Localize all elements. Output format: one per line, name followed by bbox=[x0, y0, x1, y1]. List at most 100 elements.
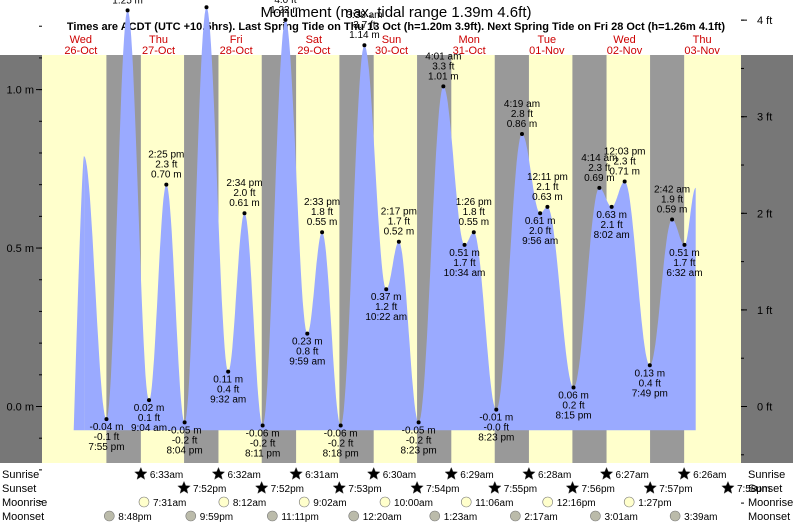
moonrise-icon bbox=[623, 496, 635, 508]
tide-point bbox=[622, 179, 627, 184]
tide-ft-label: 3.3 ft bbox=[432, 61, 454, 72]
tide-point bbox=[164, 182, 169, 187]
day-date-label: 28-Oct bbox=[220, 45, 253, 57]
moonset-icon bbox=[669, 510, 681, 522]
tide-m-label: 0.55 m bbox=[459, 217, 490, 228]
day-date-label: 03-Nov bbox=[684, 45, 720, 57]
moonrise-time: 11:06am bbox=[475, 498, 513, 509]
sunset-icon bbox=[565, 480, 580, 494]
tide-point bbox=[396, 239, 401, 244]
tide-point bbox=[104, 417, 109, 422]
tide-point bbox=[226, 369, 231, 374]
tide-m-label: -0.05 m bbox=[402, 425, 436, 436]
sunrise-icon bbox=[677, 466, 691, 480]
tide-ft-label: 0.4 ft bbox=[217, 385, 239, 396]
tide-point bbox=[283, 17, 288, 22]
day-date-label: 30-Oct bbox=[375, 45, 408, 57]
moonset-icon bbox=[348, 510, 360, 522]
tide-ft-label: 3.7 ft bbox=[353, 20, 375, 31]
sunrise-time: 6:27am bbox=[616, 470, 649, 481]
day-weekday-label: Wed bbox=[70, 34, 92, 46]
right-tick-label: 3 ft bbox=[757, 112, 772, 124]
left-margin-band bbox=[0, 55, 42, 463]
left-tick-label: 0.0 m bbox=[6, 402, 34, 414]
sunset-time: 7:56pm bbox=[581, 484, 614, 495]
sunrise-icon bbox=[289, 466, 303, 480]
tide-point bbox=[494, 407, 499, 412]
moonrise-icon bbox=[379, 496, 391, 508]
tide-point bbox=[362, 43, 367, 48]
tide-m-label: 0.63 m bbox=[596, 210, 627, 221]
tide-point bbox=[462, 242, 467, 247]
astro-row-label-right: Sunrise bbox=[748, 469, 785, 481]
tide-ft-label: -0.2 ft bbox=[172, 435, 198, 446]
tide-point bbox=[305, 331, 310, 336]
tide-point bbox=[260, 423, 265, 428]
tide-time-label: 9:04 am bbox=[131, 423, 167, 434]
moonrise-time: 8:12am bbox=[233, 498, 266, 509]
moonset-icon bbox=[429, 510, 441, 522]
tide-m-label: 0.51 m bbox=[669, 248, 700, 259]
sunset-time: 7:58pm bbox=[737, 484, 770, 495]
chart-subtitle: Times are ACDT (UTC +10.5hrs). Last Spri… bbox=[67, 21, 726, 33]
right-tick-label: 1 ft bbox=[757, 305, 772, 317]
moonrise-icon bbox=[460, 496, 472, 508]
sunset-icon bbox=[332, 480, 347, 494]
tide-m-label: 0.06 m bbox=[558, 390, 589, 401]
tide-point bbox=[538, 211, 543, 216]
tide-time-label: 2:42 am bbox=[654, 185, 690, 196]
tide-time-label: 8:02 am bbox=[594, 230, 630, 241]
moonset-icon bbox=[104, 510, 115, 522]
tide-ft-label: 0.8 ft bbox=[296, 347, 318, 358]
moonset-icon bbox=[267, 510, 278, 522]
tide-m-label: 0.61 m bbox=[229, 198, 260, 209]
astro-row-label-right: Moonrise bbox=[748, 497, 793, 509]
tide-time-label: 9:32 am bbox=[210, 395, 246, 406]
tide-time-label: 3:38 am bbox=[346, 10, 382, 21]
tide-annotations: -0.04 m-0.1 ft7:55 pm2:27 am4.1 ft1.25 m… bbox=[88, 0, 702, 460]
moonrise-time: 1:27pm bbox=[638, 498, 671, 509]
moonrise-icon bbox=[218, 496, 230, 508]
tide-m-label: 0.63 m bbox=[532, 192, 563, 203]
day-weekday-label: Mon bbox=[458, 34, 479, 46]
tide-ft-label: 1.7 ft bbox=[388, 217, 410, 228]
tide-ft-label: -0.2 ft bbox=[328, 439, 354, 450]
day-weekday-label: Thu bbox=[149, 34, 168, 46]
moonset-icon bbox=[590, 510, 601, 522]
tide-time-label: 2:33 pm bbox=[304, 197, 340, 208]
tide-point bbox=[597, 185, 602, 190]
moonrise-time: 7:31am bbox=[153, 498, 186, 509]
tide-time-label: 7:55 pm bbox=[88, 442, 124, 453]
sunset-icon bbox=[177, 480, 191, 494]
moonrise-time: 9:02am bbox=[313, 498, 346, 509]
tide-time-label: 8:11 pm bbox=[245, 449, 280, 460]
moonset-time: 3:01am bbox=[604, 512, 637, 523]
tide-m-label: 0.02 m bbox=[134, 403, 165, 414]
tide-point bbox=[571, 385, 576, 390]
tide-time-label: 9:56 am bbox=[522, 236, 558, 247]
sunrise-icon bbox=[134, 466, 148, 480]
sunset-time: 7:55pm bbox=[504, 484, 537, 495]
tide-time-label: 6:32 am bbox=[666, 268, 702, 279]
tide-point bbox=[147, 398, 152, 403]
tide-m-label: 0.71 m bbox=[609, 167, 640, 178]
tide-ft-label: 1.7 ft bbox=[453, 258, 475, 269]
tide-time-label: 7:49 pm bbox=[632, 388, 668, 399]
tide-time-label: 4:19 am bbox=[504, 99, 540, 110]
tide-m-label: 0.11 m bbox=[213, 375, 243, 386]
tide-m-label: -0.06 m bbox=[324, 429, 358, 440]
tide-ft-label: 2.0 ft bbox=[233, 188, 255, 199]
sunset-icon bbox=[487, 480, 502, 494]
day-date-label: 31-Oct bbox=[453, 45, 486, 57]
tide-point bbox=[320, 230, 325, 235]
tide-m-label: 1.26 m bbox=[191, 0, 222, 3]
day-date-label: 26-Oct bbox=[64, 45, 97, 57]
tide-ft-label: 2.3 ft bbox=[155, 160, 177, 171]
sunrise-time: 6:31am bbox=[305, 470, 338, 481]
tide-point bbox=[545, 204, 550, 209]
sunrise-time: 6:26am bbox=[693, 470, 726, 481]
sunrise-time: 6:28am bbox=[538, 470, 571, 481]
astro-row-label-left: Sunrise bbox=[2, 469, 39, 481]
tide-time-label: 8:23 pm bbox=[401, 445, 437, 456]
